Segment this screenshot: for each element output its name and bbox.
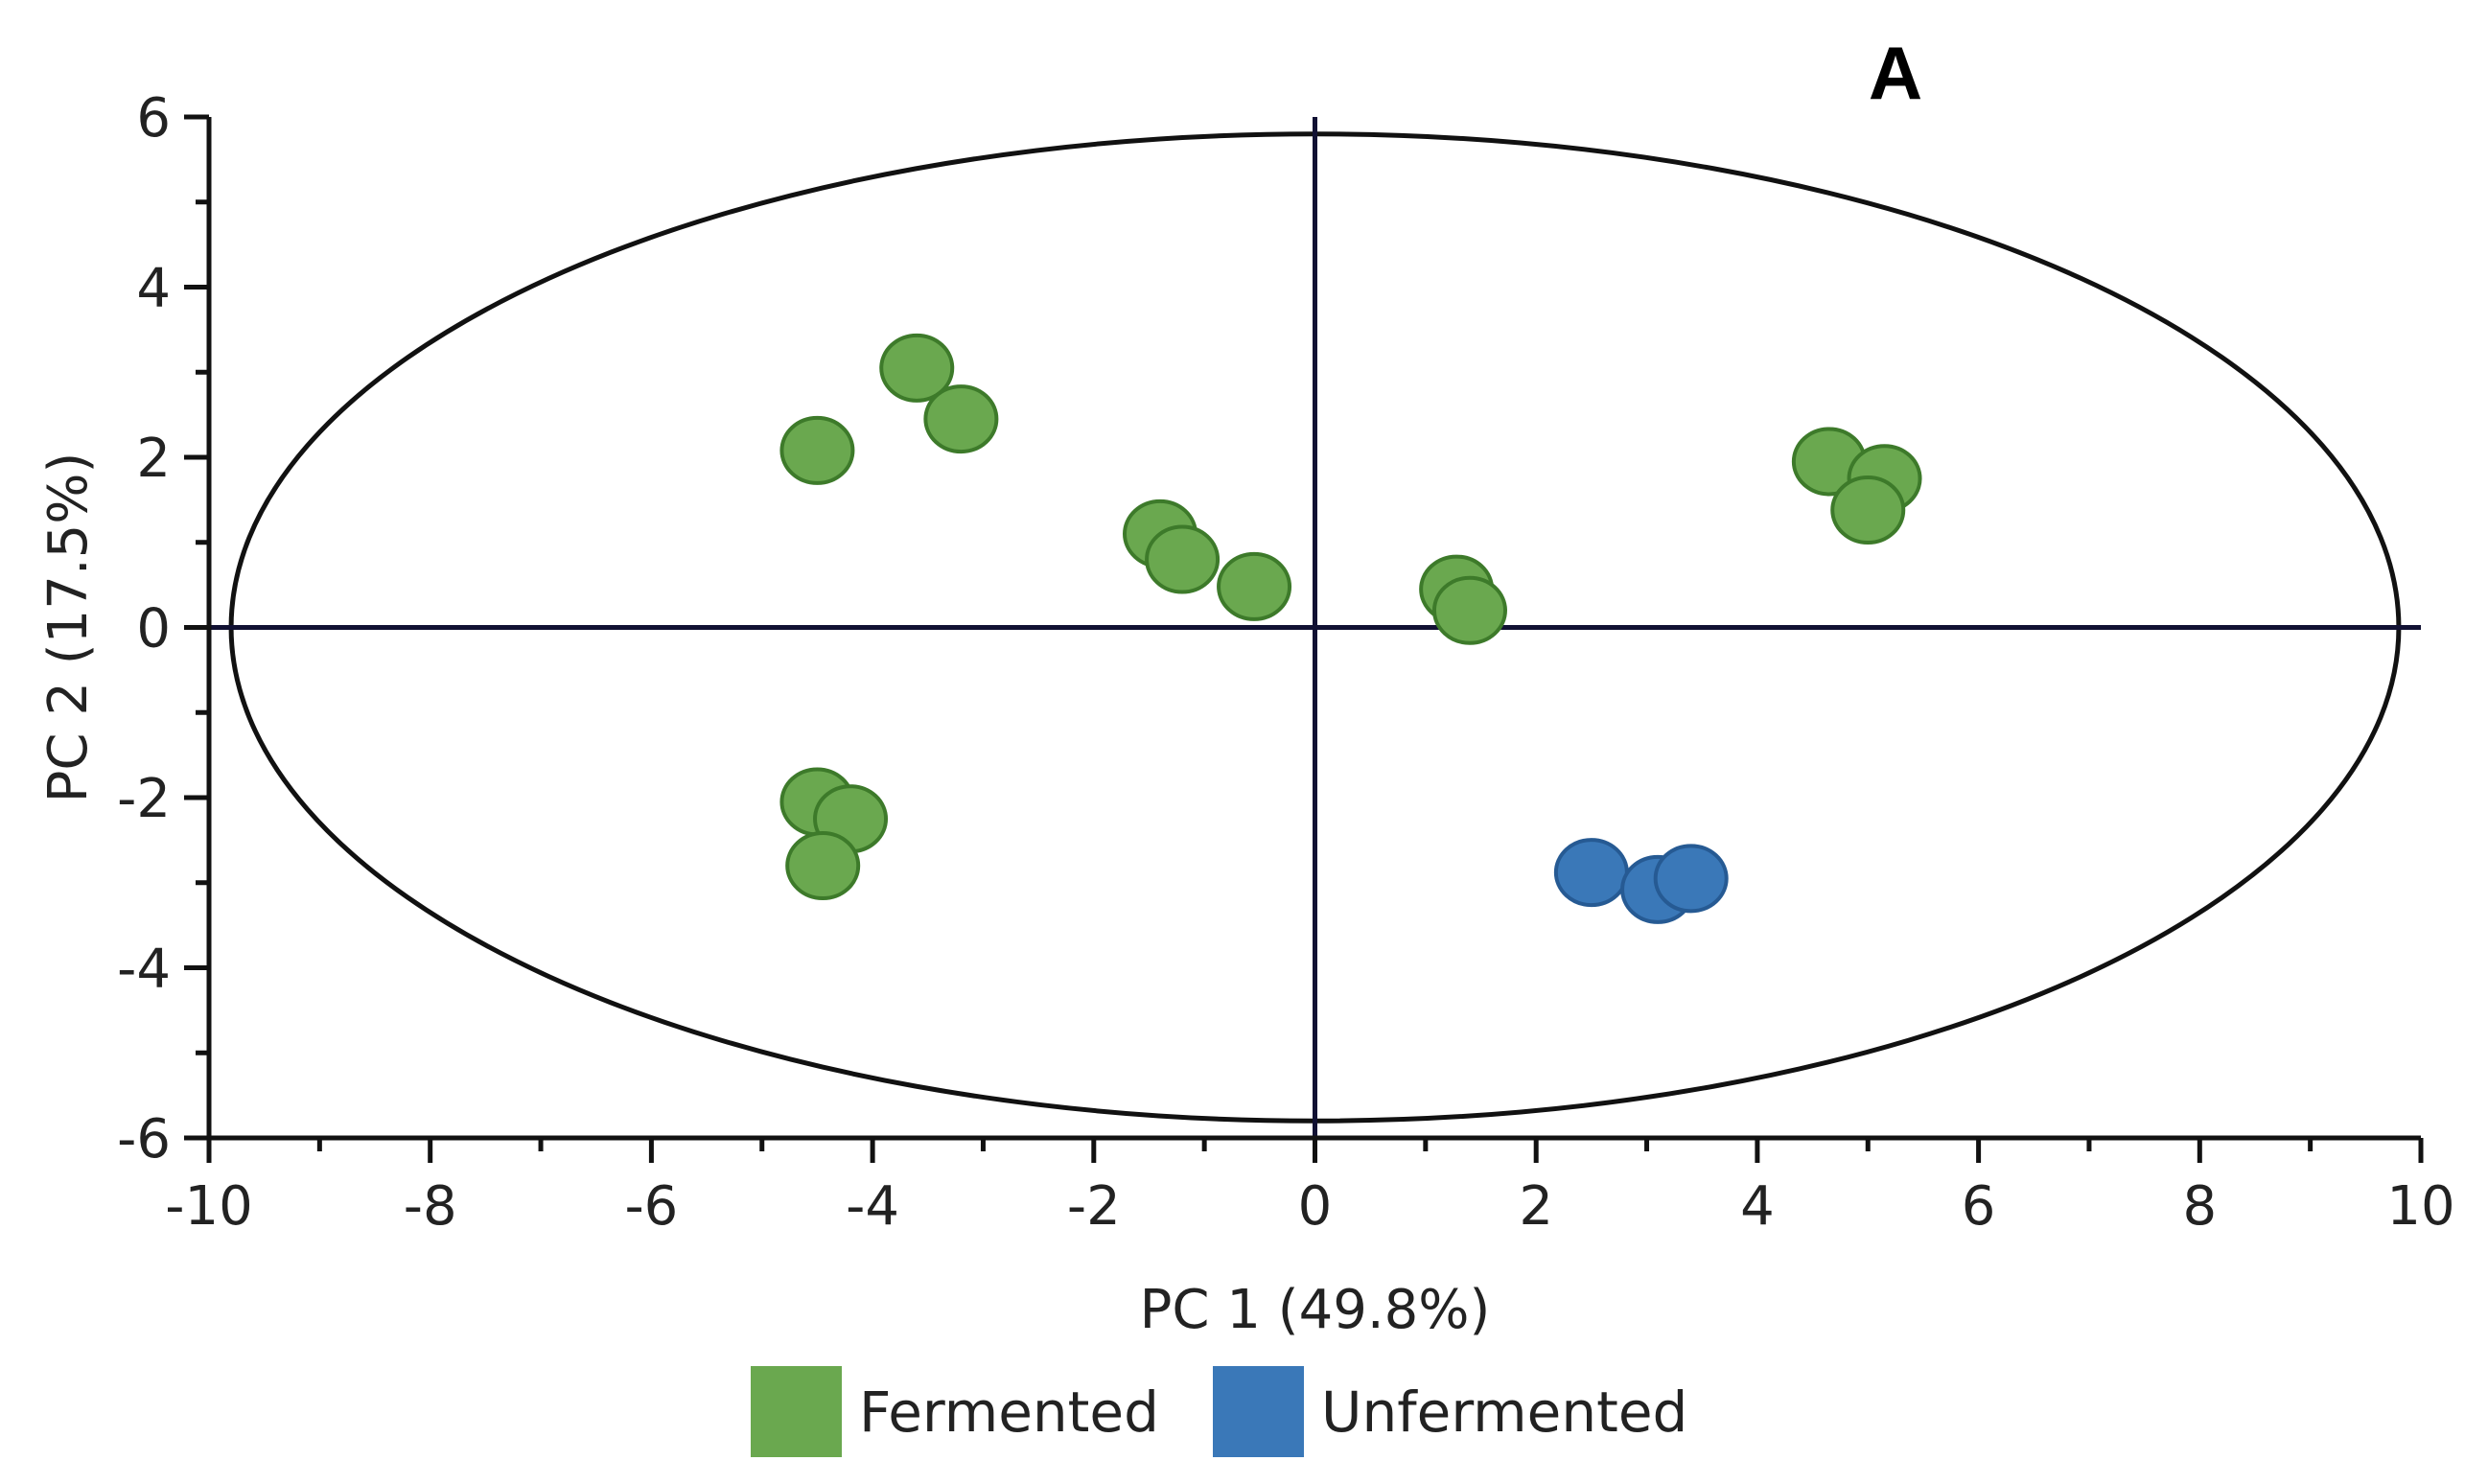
unfermented-legend-label: Unfermented bbox=[1321, 1380, 1687, 1445]
x-tick-label: 4 bbox=[1740, 1175, 1775, 1238]
fermented-point bbox=[779, 415, 855, 485]
x-tick-label: -6 bbox=[624, 1175, 678, 1238]
fermented-point bbox=[923, 384, 999, 454]
x-tick-label: -4 bbox=[846, 1175, 899, 1238]
panel-label: A bbox=[1869, 31, 1922, 115]
fermented-legend-label: Fermented bbox=[859, 1380, 1159, 1445]
x-tick-label: 8 bbox=[2182, 1175, 2217, 1238]
y-tick-label: -2 bbox=[117, 768, 171, 830]
y-axis-title: PC 2 (17.5%) bbox=[37, 452, 100, 803]
y-tick-label: 0 bbox=[136, 598, 171, 661]
y-tick-label: 6 bbox=[136, 87, 171, 150]
x-axis-title: PC 1 (49.8%) bbox=[1140, 1279, 1491, 1341]
x-tick-label: 2 bbox=[1519, 1175, 1553, 1238]
y-tick-label: 2 bbox=[136, 428, 171, 490]
fermented-point bbox=[1145, 524, 1221, 594]
x-tick-label: -8 bbox=[404, 1175, 457, 1238]
y-tick-label: -4 bbox=[117, 939, 171, 1001]
y-tick-label: -6 bbox=[117, 1108, 171, 1171]
unfermented-point bbox=[1553, 838, 1629, 908]
fermented-point bbox=[879, 333, 955, 403]
x-tick-label: 10 bbox=[2386, 1175, 2454, 1238]
fermented-point bbox=[1217, 551, 1292, 621]
fermented-point bbox=[1830, 475, 1906, 545]
fermented-point bbox=[785, 831, 861, 900]
fermented-point bbox=[1431, 575, 1507, 645]
fermented-legend-swatch bbox=[751, 1366, 842, 1457]
y-tick-label: 4 bbox=[136, 258, 171, 320]
x-tick-label: 0 bbox=[1298, 1175, 1333, 1238]
unfermented-point bbox=[1653, 844, 1729, 914]
x-tick-label: 6 bbox=[1962, 1175, 1996, 1238]
legend: Fermented Unfermented bbox=[751, 1366, 1687, 1457]
x-tick-label: -10 bbox=[165, 1175, 252, 1238]
x-tick-label: -2 bbox=[1067, 1175, 1121, 1238]
unfermented-legend-swatch bbox=[1213, 1366, 1304, 1457]
